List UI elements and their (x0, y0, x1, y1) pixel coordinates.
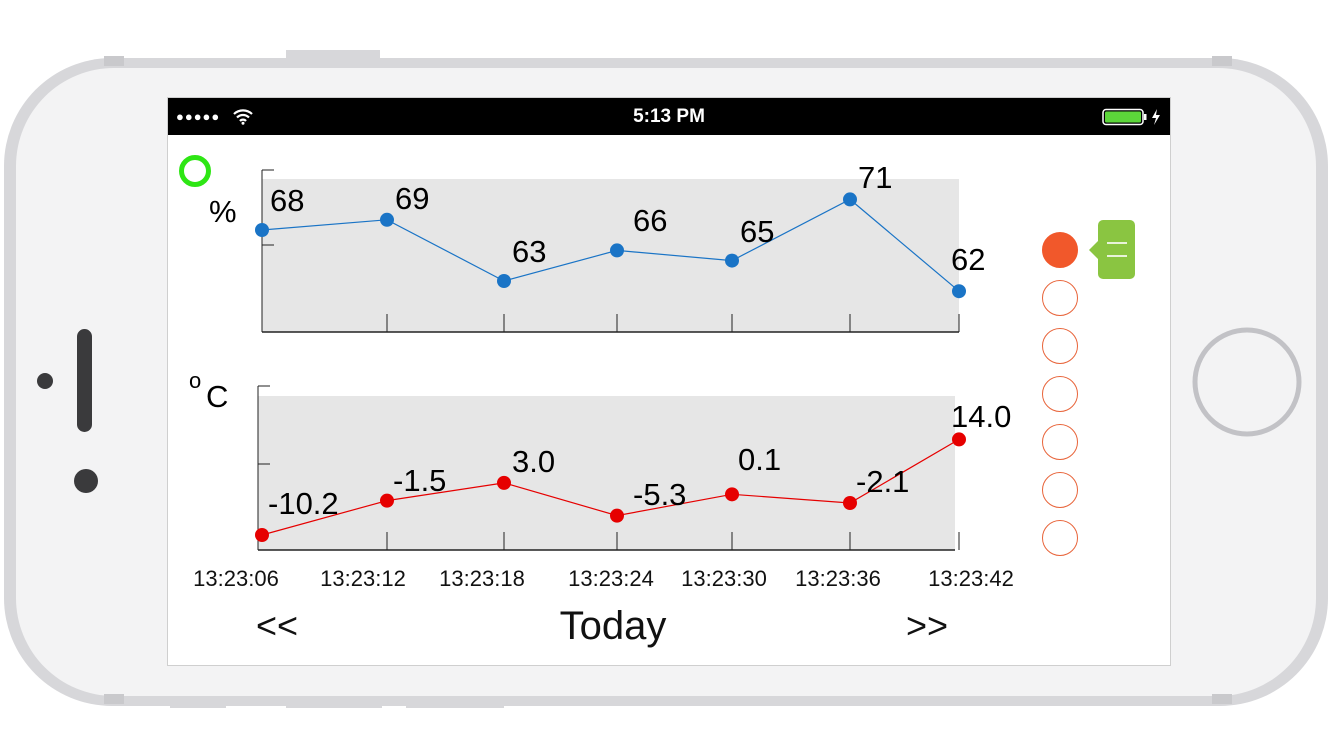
temperature-data-point (952, 432, 966, 447)
previous-button[interactable]: << (256, 605, 299, 646)
humidity-data-point (843, 192, 857, 207)
temperature-plot-area (258, 396, 955, 550)
next-button[interactable]: >> (906, 605, 949, 646)
app-screen: ●●●●● 5:13 PM 68 69 63 66 65 71 62 -10.2 -1.5 3.0… (167, 97, 1171, 666)
temperature-data-point (843, 496, 857, 511)
menu-icon (1107, 242, 1127, 244)
series-toggle-dot[interactable] (1042, 424, 1078, 460)
temperature-data-point (497, 475, 511, 490)
humidity-data-label: 63 (512, 234, 547, 269)
humidity-data-label: 66 (633, 203, 668, 239)
humidity-unit-label: % (209, 194, 237, 229)
series-toggle-dot[interactable] (1042, 520, 1078, 556)
humidity-data-label: 71 (858, 160, 893, 196)
x-tick-label: 13:23:36 (795, 566, 881, 591)
temperature-chart (255, 385, 966, 551)
charts (255, 169, 966, 551)
x-tick-label: 13:23:42 (928, 566, 1014, 591)
temperature-data-label: 14.0 (951, 399, 1012, 435)
temperature-data-point (380, 493, 394, 508)
connection-status-icon (179, 155, 211, 187)
temperature-unit-degree: o (189, 368, 202, 393)
humidity-chart (255, 169, 966, 333)
temperature-data-label: -10.2 (268, 485, 339, 521)
humidity-data-point (497, 274, 511, 288)
menu-button[interactable] (1089, 220, 1135, 279)
x-tick-label: 13:23:24 (568, 566, 654, 591)
temperature-data-label: -2.1 (856, 464, 910, 499)
series-toggle-dot[interactable] (1042, 232, 1078, 268)
status-bar: ●●●●● 5:13 PM (168, 98, 1170, 135)
date-title: Today (559, 604, 667, 648)
humidity-data-point (610, 243, 624, 258)
series-toggle-dot[interactable] (1042, 376, 1078, 412)
x-tick-label: 13:23:12 (320, 566, 406, 591)
temperature-data-label: 0.1 (738, 442, 782, 478)
status-time: 5:13 PM (633, 106, 705, 127)
x-tick-label: 13:23:06 (193, 566, 279, 591)
humidity-data-point (255, 223, 269, 237)
wifi-icon (233, 109, 253, 125)
temperature-unit-label: C (206, 379, 229, 414)
humidity-data-point (725, 253, 739, 268)
menu-icon (1107, 255, 1127, 257)
x-tick-label: 13:23:18 (439, 566, 525, 591)
temperature-data-label: -1.5 (393, 462, 447, 498)
series-toggle-dot[interactable] (1042, 280, 1078, 316)
humidity-data-point (380, 212, 394, 227)
temperature-data-label: -5.3 (633, 476, 687, 512)
series-toggle-dot[interactable] (1042, 472, 1078, 508)
temperature-data-label: 3.0 (512, 443, 556, 479)
temperature-data-point (255, 527, 269, 542)
x-tick-label: 13:23:30 (681, 566, 767, 591)
series-toggle-dot[interactable] (1042, 328, 1078, 364)
temperature-data-point (610, 508, 624, 523)
humidity-data-point (952, 284, 966, 299)
humidity-data-label: 68 (270, 183, 305, 218)
battery-charging-icon (1102, 108, 1160, 126)
humidity-plot-area (262, 179, 959, 332)
signal-strength-icon: ●●●●● (176, 109, 221, 124)
humidity-data-label: 65 (740, 213, 775, 249)
humidity-data-label: 62 (951, 242, 986, 278)
temperature-data-point (725, 487, 739, 502)
humidity-data-label: 69 (395, 180, 430, 216)
